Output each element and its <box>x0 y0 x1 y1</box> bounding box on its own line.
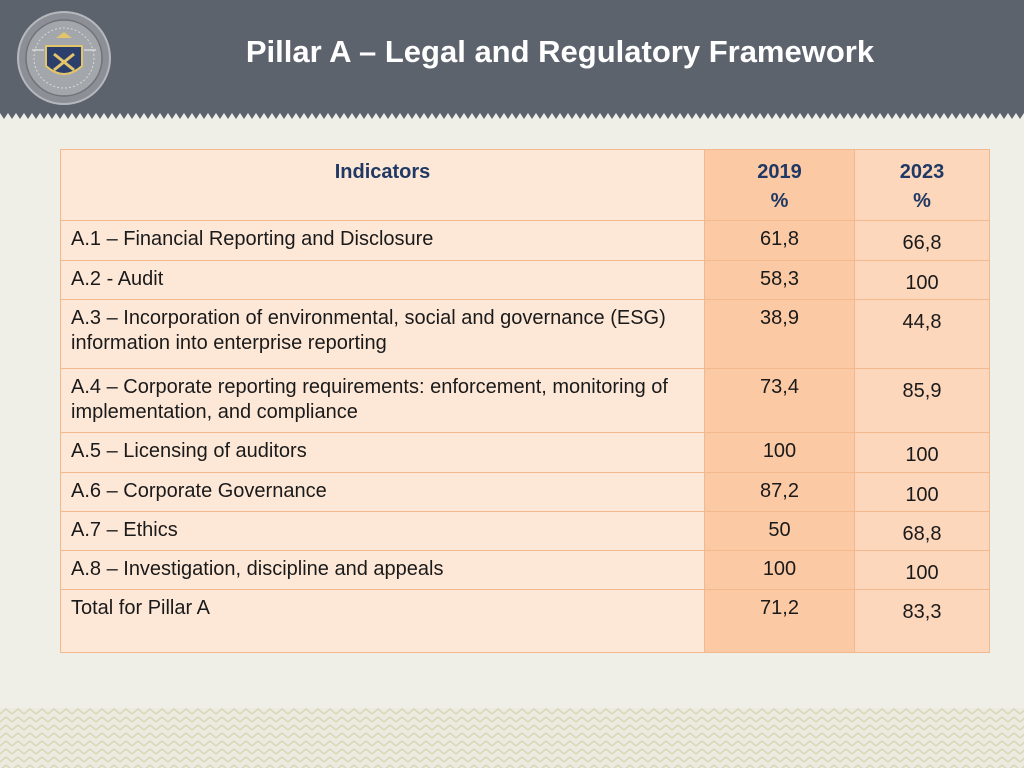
indicators-table: Indicators 2019 % 2023 % A.1 – Financial… <box>60 149 990 653</box>
table-row: A.6 – Corporate Governance 87,2 100 <box>60 472 990 512</box>
value-2019-cell: 61,8 <box>704 220 855 261</box>
column-header-2019: 2019 % <box>704 149 855 221</box>
table-row: A.4 – Corporate reporting requirements: … <box>60 368 990 433</box>
value-2023-cell: 100 <box>854 472 990 512</box>
column-header-2023-unit: % <box>913 190 931 212</box>
value-2019-cell: 50 <box>704 511 855 551</box>
table-row: A.7 – Ethics 50 68,8 <box>60 511 990 551</box>
table-row: A.2 - Audit 58,3 100 <box>60 260 990 300</box>
table-row: A.1 – Financial Reporting and Disclosure… <box>60 220 990 261</box>
value-2023-cell: 100 <box>854 550 990 590</box>
value-2019-cell: 100 <box>704 432 855 473</box>
indicator-cell: A.1 – Financial Reporting and Disclosure <box>60 220 705 261</box>
zigzag-footer-pattern <box>0 708 1024 768</box>
value-2023-cell: 100 <box>854 260 990 300</box>
header-bar <box>0 0 1024 113</box>
page-title: Pillar A – Legal and Regulatory Framewor… <box>245 34 875 69</box>
zigzag-divider <box>0 113 1024 121</box>
column-header-indicators: Indicators <box>60 149 705 221</box>
value-2023-cell: 68,8 <box>854 511 990 551</box>
column-header-2023: 2023 % <box>854 149 990 221</box>
table-header-row: Indicators 2019 % 2023 % <box>60 149 990 221</box>
indicator-cell: A.6 – Corporate Governance <box>60 472 705 512</box>
value-2023-cell: 66,8 <box>854 220 990 261</box>
value-2019-cell: 87,2 <box>704 472 855 512</box>
value-2019-cell-total: 71,2 <box>704 589 855 653</box>
emblem-seal-icon <box>17 11 111 105</box>
column-header-2019-year: 2019 <box>757 161 802 183</box>
table-row: A.8 – Investigation, discipline and appe… <box>60 550 990 590</box>
indicator-cell: A.2 - Audit <box>60 260 705 300</box>
indicator-cell-total: Total for Pillar A <box>60 589 705 653</box>
indicator-cell: A.7 – Ethics <box>60 511 705 551</box>
value-2019-cell: 100 <box>704 550 855 590</box>
indicator-cell: A.5 – Licensing of auditors <box>60 432 705 473</box>
value-2023-cell-total: 83,3 <box>854 589 990 653</box>
indicator-cell: A.4 – Corporate reporting requirements: … <box>60 368 705 433</box>
value-2019-cell: 58,3 <box>704 260 855 300</box>
indicator-cell: A.8 – Investigation, discipline and appe… <box>60 550 705 590</box>
value-2023-cell: 100 <box>854 432 990 473</box>
value-2023-cell: 44,8 <box>854 299 990 369</box>
column-header-2023-year: 2023 <box>899 161 945 183</box>
table-row: A.3 – Incorporation of environmental, so… <box>60 299 990 369</box>
value-2023-cell: 85,9 <box>854 368 990 433</box>
table-row: A.5 – Licensing of auditors 100 100 <box>60 432 990 473</box>
column-header-2019-unit: % <box>770 190 789 212</box>
indicator-cell: A.3 – Incorporation of environmental, so… <box>60 299 705 369</box>
value-2019-cell: 73,4 <box>704 368 855 433</box>
value-2019-cell: 38,9 <box>704 299 855 369</box>
table-row-total: Total for Pillar A 71,2 83,3 <box>60 589 990 653</box>
